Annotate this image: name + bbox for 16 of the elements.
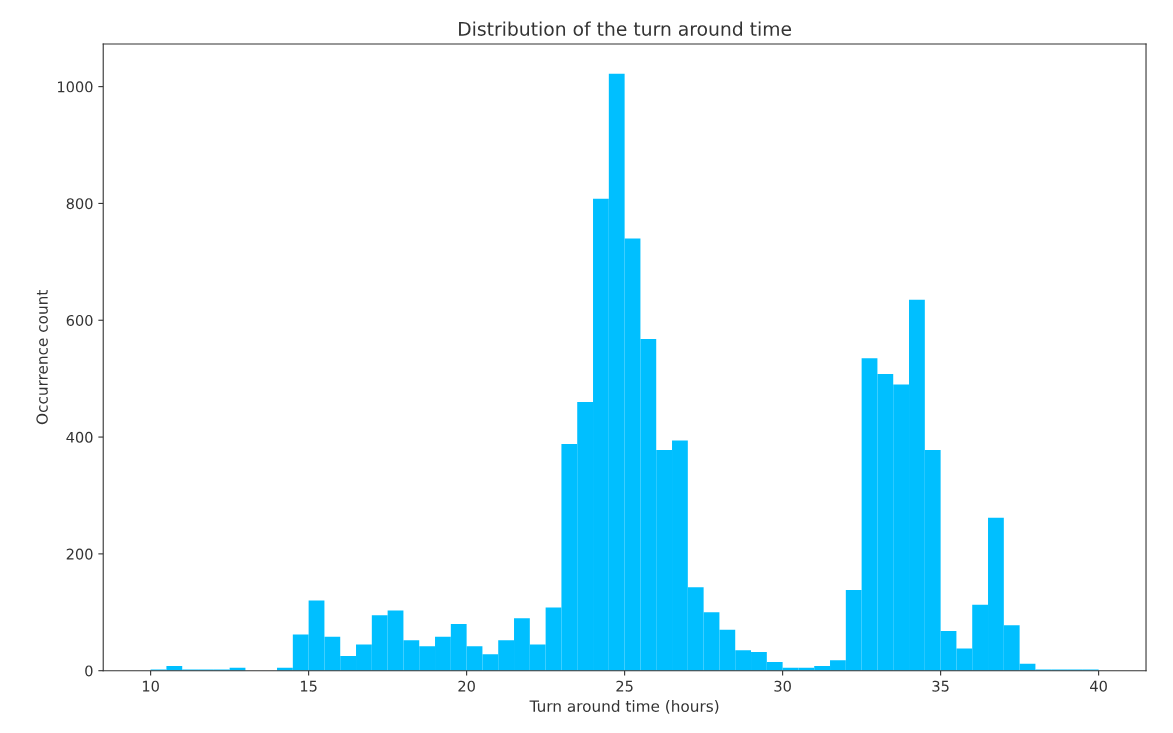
x-tick-label: 35	[932, 680, 949, 692]
y-tick-label: 800	[66, 198, 93, 210]
x-tick-label: 25	[616, 680, 633, 692]
y-tick-label: 200	[66, 548, 93, 560]
y-tick-label: 600	[66, 314, 93, 326]
x-axis-title: Turn around time (hours)	[529, 700, 719, 714]
y-tick-label: 0	[85, 665, 93, 677]
y-tick-label: 400	[66, 431, 93, 443]
x-tick-label: 20	[458, 680, 475, 692]
y-tick-label: 1000	[57, 81, 93, 93]
chart-title: Distribution of the turn around time	[459, 21, 792, 36]
y-axis-title: Occurrence count	[36, 290, 48, 425]
x-tick-label: 40	[1090, 680, 1107, 692]
x-tick-label: 30	[774, 680, 791, 692]
x-tick-label: 15	[300, 680, 317, 692]
x-tick-label: 10	[142, 680, 159, 692]
